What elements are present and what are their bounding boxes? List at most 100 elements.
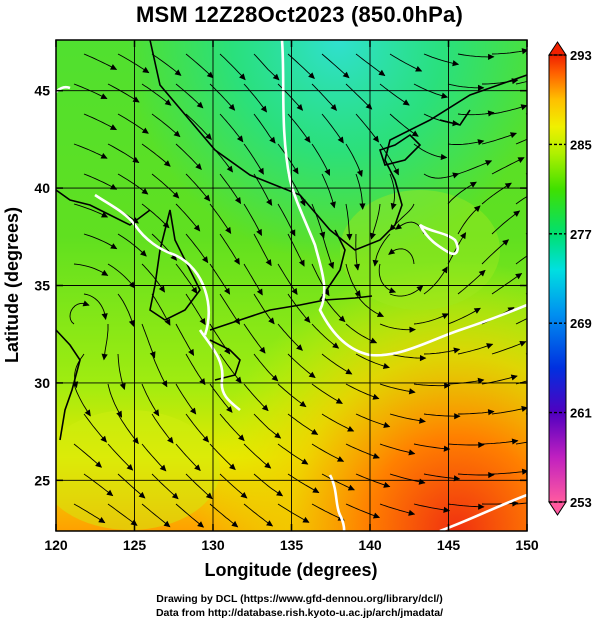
streamline xyxy=(141,503,171,528)
streamline-arrowhead xyxy=(228,103,236,111)
streamline xyxy=(253,173,273,206)
streamline-arrowhead xyxy=(419,355,427,362)
streamline xyxy=(117,293,135,327)
streamline xyxy=(423,473,460,480)
streamline xyxy=(185,293,206,325)
streamline xyxy=(107,143,140,163)
colorbar-tick-label: 277 xyxy=(570,227,592,242)
y-tick-label: 35 xyxy=(34,278,50,294)
streamline xyxy=(379,323,416,331)
streamline-arrowhead xyxy=(330,104,337,111)
streamline xyxy=(491,273,522,295)
colorbar-tick-label: 269 xyxy=(570,316,592,331)
streamline-arrowhead xyxy=(296,344,303,351)
streamline xyxy=(311,443,344,462)
streamline-arrowhead xyxy=(299,400,307,408)
streamline-arrowhead xyxy=(477,139,485,146)
streamline xyxy=(491,341,526,355)
streamline-arrowhead xyxy=(395,223,403,230)
streamline xyxy=(491,470,527,475)
streamline-arrowhead xyxy=(359,203,366,210)
streamline-arrowhead xyxy=(521,405,527,412)
streamline-arrowhead xyxy=(383,422,391,428)
streamline xyxy=(423,413,460,417)
streamline-arrowhead xyxy=(382,363,390,369)
streamline xyxy=(388,248,415,265)
streamline xyxy=(83,473,113,497)
streamline xyxy=(345,443,380,459)
x-tick-label: 140 xyxy=(358,537,382,553)
streamline xyxy=(413,503,450,512)
streamline xyxy=(311,203,325,239)
streamline xyxy=(209,443,236,470)
streamline-arrowhead xyxy=(543,129,549,134)
streamline-arrowhead xyxy=(521,48,527,55)
streamline xyxy=(389,173,395,210)
x-tick-label: 145 xyxy=(437,537,461,553)
streamline-arrowhead xyxy=(370,232,376,240)
streamline xyxy=(141,383,160,417)
x-tick-label: 120 xyxy=(44,537,68,553)
streamline-arrowhead xyxy=(101,353,108,361)
streamline-arrowhead xyxy=(512,500,519,507)
streamline-arrowhead xyxy=(193,224,201,232)
streamline-arrowhead xyxy=(485,160,493,166)
streamline-arrowhead xyxy=(164,99,172,106)
streamline-arrowhead xyxy=(511,438,519,445)
streamline-arrowhead xyxy=(258,167,264,175)
streamline-arrowhead xyxy=(265,259,272,267)
streamline xyxy=(117,173,149,195)
streamline xyxy=(117,473,146,499)
streamline-arrowhead xyxy=(259,346,266,354)
streamline xyxy=(311,503,345,521)
streamline xyxy=(515,255,527,265)
streamline-arrowhead xyxy=(101,313,108,320)
streamline-arrowhead xyxy=(441,313,449,319)
streamline xyxy=(151,473,179,500)
streamline-arrowhead xyxy=(347,484,355,491)
streamline xyxy=(321,233,334,269)
x-tick-label: 125 xyxy=(123,537,147,553)
streamline xyxy=(209,383,233,413)
streamline-arrowhead xyxy=(411,130,419,137)
streamline-arrowhead xyxy=(202,256,209,264)
streamline xyxy=(117,113,149,134)
streamline xyxy=(379,383,416,393)
streamline xyxy=(73,503,106,524)
streamline-arrowhead xyxy=(141,188,149,195)
streamline-arrowhead xyxy=(159,464,167,472)
streamline xyxy=(345,143,363,177)
streamline xyxy=(185,233,209,263)
streamline xyxy=(209,83,236,111)
streamline xyxy=(355,233,359,270)
streamline-arrowhead xyxy=(469,181,477,188)
streamline-arrowhead xyxy=(477,377,485,384)
isotherm-contours xyxy=(56,40,527,531)
colorbar-top-arrow xyxy=(548,41,567,56)
map-title: MSM 12Z28Oct2023 (850.0hPa) xyxy=(136,2,463,27)
streamline xyxy=(457,269,486,295)
streamline-arrowhead xyxy=(443,445,451,452)
streamline xyxy=(83,53,117,70)
streamline-arrowhead xyxy=(109,124,118,131)
streamline xyxy=(141,323,156,358)
streamline-arrowhead xyxy=(372,453,380,459)
streamline xyxy=(457,343,493,355)
streamline xyxy=(481,182,512,205)
streamline xyxy=(253,293,275,325)
streamline xyxy=(103,324,109,360)
streamline-arrowhead xyxy=(140,249,147,257)
streamline xyxy=(447,503,484,508)
streamline-arrowhead xyxy=(478,84,485,91)
streamline-arrowhead xyxy=(205,133,212,141)
streamline xyxy=(83,173,117,190)
streamline xyxy=(311,83,337,111)
streamline xyxy=(175,143,202,170)
streamline xyxy=(175,83,204,109)
streamline xyxy=(253,413,281,439)
streamline-arrowhead xyxy=(194,464,201,471)
streamline xyxy=(141,263,165,293)
streamline xyxy=(389,53,422,72)
streamline xyxy=(185,353,206,385)
streamline xyxy=(389,285,424,297)
